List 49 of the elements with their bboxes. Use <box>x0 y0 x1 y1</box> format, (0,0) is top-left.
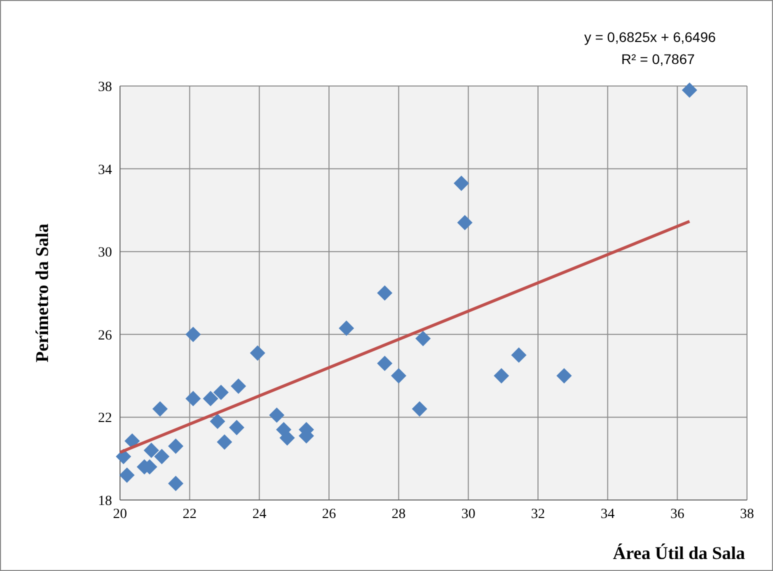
point <box>213 384 229 400</box>
text: y = 0,6825x + 6,6496 <box>584 29 716 45</box>
point <box>210 414 226 430</box>
point <box>415 330 431 346</box>
point <box>230 378 246 394</box>
text: R² = 0,7867 <box>621 51 695 67</box>
x-tick-label: 38 <box>740 507 754 522</box>
x-tick-label: 22 <box>182 507 197 522</box>
y-axis-title: Perímetro da Sala <box>32 224 52 362</box>
y-tick-label: 18 <box>98 494 112 509</box>
point <box>457 214 473 230</box>
point <box>454 176 470 191</box>
y-tick-label: 38 <box>98 80 112 95</box>
point <box>202 390 218 406</box>
point <box>682 82 698 98</box>
y-tick-label: 30 <box>98 246 112 261</box>
point <box>494 368 510 384</box>
point <box>229 420 244 436</box>
y-tick-label: 26 <box>98 328 112 344</box>
point <box>216 434 232 450</box>
point <box>185 390 201 406</box>
x-tick-label: 34 <box>600 507 615 522</box>
point <box>185 326 201 342</box>
point <box>280 430 295 446</box>
x-tick-label: 24 <box>252 507 266 522</box>
point <box>511 347 527 363</box>
point <box>250 345 266 361</box>
x-tick-label: 26 <box>322 507 336 522</box>
point <box>144 442 160 458</box>
y-tick-label: 22 <box>98 411 112 426</box>
point <box>168 476 184 492</box>
point <box>556 368 572 384</box>
point <box>338 320 354 336</box>
point <box>152 401 168 417</box>
x-tick-label: 32 <box>531 507 545 522</box>
x-tick-label: 36 <box>670 507 684 522</box>
x-tick-label: 28 <box>392 507 406 522</box>
point <box>154 448 170 464</box>
x-tick-label: 20 <box>113 507 127 522</box>
x-axis-title: Área Útil da Sala <box>612 543 745 563</box>
point <box>269 407 284 423</box>
point <box>390 368 406 384</box>
point <box>377 285 392 301</box>
point <box>377 356 392 372</box>
point <box>168 438 184 454</box>
y-tick-label: 34 <box>98 162 112 178</box>
point <box>119 467 135 483</box>
point <box>412 401 428 417</box>
x-tick-label: 30 <box>461 507 476 522</box>
